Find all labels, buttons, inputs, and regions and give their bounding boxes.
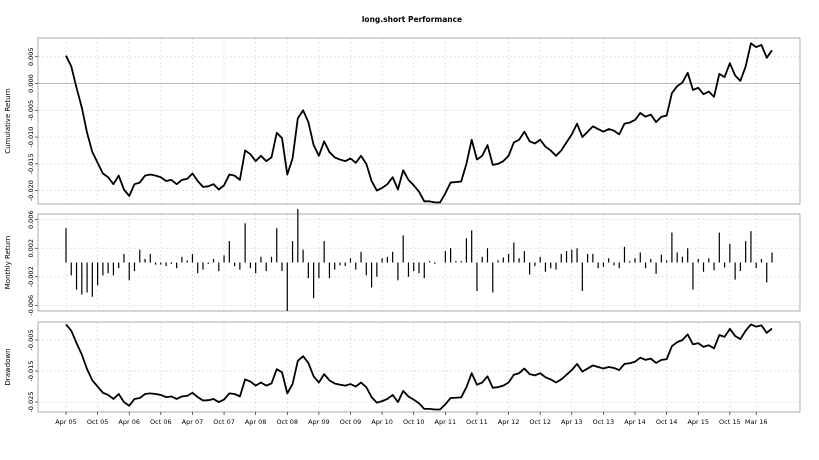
- y-axis-label: Monthly Return: [4, 236, 12, 289]
- y-axis-label: Drawdown: [4, 348, 12, 385]
- x-tick-label: Apr 10: [371, 418, 393, 426]
- x-tick-label: Apr 06: [118, 418, 140, 426]
- monthly-return-panel: 0.006 0.002 -0.002 -0.006 Monthly Return: [4, 209, 801, 316]
- y-tick-label: 0.006: [27, 210, 35, 229]
- y-tick-label: -0.025: [27, 392, 35, 413]
- x-tick-label: Apr 05: [55, 418, 77, 426]
- x-tick-label: Apr 12: [498, 418, 520, 426]
- panel-frame: [37, 321, 801, 413]
- drawdown-panel: -0.005 -0.015 -0.025 Drawdown: [4, 321, 801, 413]
- chart-title: long.short Performance: [362, 15, 462, 24]
- y-tick-label: -0.005: [27, 330, 35, 351]
- y-tick-label: -0.020: [27, 180, 35, 201]
- panel-frame: [37, 213, 801, 312]
- x-tick-label: Apr 07: [182, 418, 204, 426]
- x-tick-label: Apr 09: [308, 418, 330, 426]
- y-tick-label: -0.010: [27, 127, 35, 148]
- x-tick-label: Oct 06: [150, 418, 172, 426]
- x-tick-label: Apr 13: [561, 418, 583, 426]
- x-axis: Apr 05 Oct 05 Apr 06 Oct 06 Apr 07 Oct 07 Apr …: [55, 412, 767, 426]
- y-tick-label: 0.005: [27, 47, 35, 66]
- x-tick-label: Apr 08: [245, 418, 267, 426]
- x-tick-label: Oct 13: [593, 418, 615, 426]
- panel-frame: [37, 37, 801, 205]
- x-tick-label: Oct 15: [719, 418, 741, 426]
- x-tick-label: Oct 07: [213, 418, 235, 426]
- cumulative-return-panel: 0.005 0.000 -0.005 -0.010 -0.015 -0.020 Cumula…: [4, 37, 801, 205]
- y-tick-label: -0.015: [27, 361, 35, 382]
- y-tick-label: -0.005: [27, 100, 35, 121]
- y-tick-label: 0.000: [27, 74, 35, 93]
- x-tick-label: Oct 10: [403, 418, 425, 426]
- x-tick-label: Oct 12: [529, 418, 551, 426]
- x-tick-label: Oct 09: [340, 418, 362, 426]
- x-tick-label: Oct 14: [656, 418, 678, 426]
- x-tick-label: Oct 11: [466, 418, 488, 426]
- x-tick-label: Oct 08: [276, 418, 298, 426]
- y-axis-label: Cumulative Return: [4, 88, 12, 153]
- x-tick-label: Apr 15: [687, 418, 709, 426]
- y-tick-label: -0.002: [27, 266, 35, 287]
- x-tick-label: Oct 05: [87, 418, 109, 426]
- x-tick-label: Mar 16: [745, 418, 768, 426]
- cumulative-series-line: [65, 42, 773, 204]
- y-tick-label: -0.006: [27, 295, 35, 316]
- y-tick-label: -0.015: [27, 153, 35, 174]
- drawdown-series-line: [65, 323, 773, 411]
- x-tick-label: Apr 14: [624, 418, 646, 426]
- y-tick-label: 0.002: [27, 239, 35, 258]
- x-tick-label: Apr 11: [435, 418, 457, 426]
